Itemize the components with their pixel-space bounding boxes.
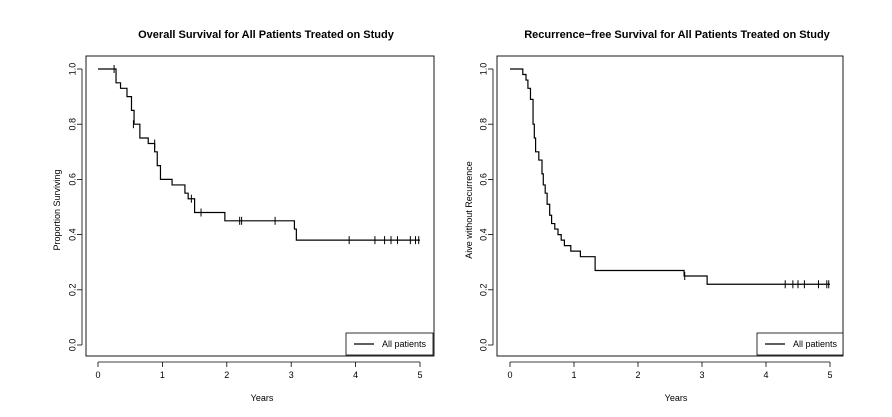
x-tick-label: 1	[571, 370, 576, 380]
legend-box	[756, 332, 844, 356]
y-axis-label: Aive without Recurrence	[464, 161, 474, 259]
x-axis-label: Years	[251, 393, 274, 403]
y-tick-label: 0.4	[478, 228, 488, 241]
legend-box	[345, 332, 434, 356]
x-tick-label: 3	[699, 370, 704, 380]
survival-curve-group	[510, 68, 830, 289]
x-tick-label: 0	[507, 370, 512, 380]
x-tick-label: 4	[763, 370, 768, 380]
y-tick-label: 0.6	[67, 173, 77, 186]
y-tick-label: 0.8	[478, 118, 488, 131]
chart-title: Recurrence−free Survival for All Patient…	[524, 29, 830, 41]
x-tick-label: 4	[353, 370, 358, 380]
survival-curve-group	[98, 65, 420, 245]
x-tick-label: 1	[160, 370, 165, 380]
x-axis-label: Years	[665, 393, 688, 403]
x-tick-label: 5	[827, 370, 832, 380]
chart-title: Overall Survival for All Patients Treate…	[138, 29, 395, 41]
x-tick-label: 0	[95, 370, 100, 380]
y-tick-label: 1.0	[478, 63, 488, 76]
y-tick-label: 0.0	[478, 339, 488, 352]
legend-label: All patients	[793, 339, 838, 349]
legend: All patients	[345, 332, 434, 356]
recurrence-free-survival-panel: Recurrence−free Survival for All Patient…	[464, 29, 844, 403]
overall-survival-panel: Overall Survival for All Patients Treate…	[52, 29, 435, 403]
y-tick-label: 0.6	[478, 173, 488, 186]
y-tick-label: 0.2	[478, 284, 488, 297]
legend-label: All patients	[382, 339, 427, 349]
plot-frame	[496, 55, 844, 357]
y-tick-label: 0.8	[67, 118, 77, 131]
survival-step-line	[98, 68, 420, 241]
y-tick-label: 0.2	[67, 284, 77, 297]
x-tick-label: 2	[224, 370, 229, 380]
x-tick-label: 5	[417, 370, 422, 380]
axis-ticks: 0 1 2 3 4 5 0.0 0.2 0.4 0.6 0.8 1.0	[67, 63, 422, 380]
x-tick-label: 2	[635, 370, 640, 380]
y-axis-label: Proportion Surviving	[52, 169, 62, 250]
axis-ticks: 0 1 2 3 4 5 0.0 0.2 0.4 0.6 0.8 1.0	[478, 63, 832, 380]
y-tick-label: 0.4	[67, 228, 77, 241]
plot-frame	[85, 55, 435, 357]
y-tick-label: 1.0	[67, 63, 77, 76]
y-tick-label: 0.0	[67, 339, 77, 352]
survival-step-line	[510, 68, 830, 285]
legend: All patients	[756, 332, 844, 356]
x-tick-label: 3	[289, 370, 294, 380]
